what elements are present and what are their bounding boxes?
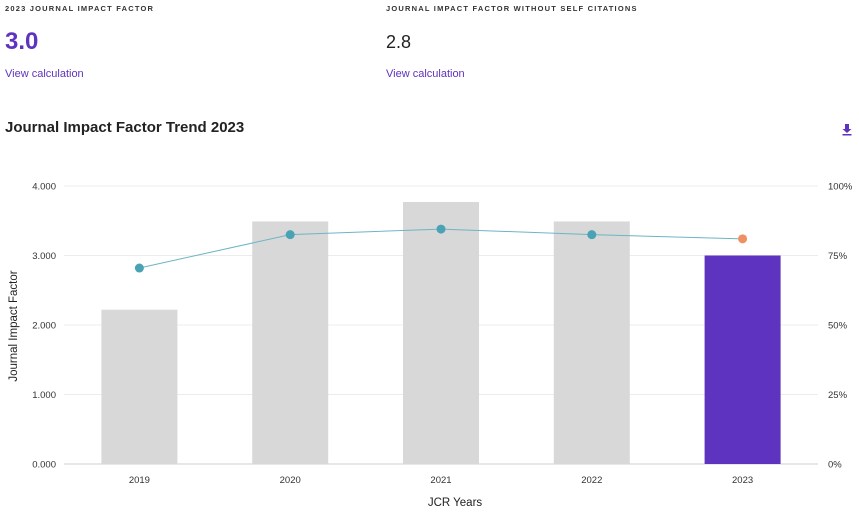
- view-calculation-link[interactable]: View calculation: [5, 68, 84, 80]
- y2-tick-label: 25%: [828, 390, 848, 401]
- x-tick-label: 2019: [129, 475, 150, 486]
- x-tick-label: 2021: [430, 475, 451, 486]
- metric-jif-without-self-label: JOURNAL IMPACT FACTOR WITHOUT SELF CITAT…: [386, 4, 638, 13]
- y-tick-label: 2.000: [32, 321, 56, 332]
- download-icon: [842, 124, 852, 136]
- y-tick-label: 3.000: [32, 251, 56, 262]
- view-calculation-link-2[interactable]: View calculation: [386, 68, 465, 80]
- y2-tick-label: 50%: [828, 321, 848, 332]
- trend-point-2020: [285, 230, 295, 240]
- x-tick-label: 2022: [581, 475, 602, 486]
- y-tick-label: 1.000: [32, 390, 56, 401]
- metric-jif-label: 2023 JOURNAL IMPACT FACTOR: [5, 4, 155, 13]
- trend-point-2023: [738, 234, 748, 244]
- y-tick-label: 4.000: [32, 182, 56, 193]
- y-axis-title: Journal Impact Factor: [8, 270, 20, 381]
- x-axis-title: JCR Years: [428, 497, 483, 509]
- metric-jif-value: 3.0: [5, 28, 39, 55]
- download-button[interactable]: [840, 122, 854, 136]
- trend-point-2021: [436, 224, 446, 234]
- trend-point-2022: [587, 230, 597, 240]
- bar-2023: [704, 255, 781, 464]
- x-tick-label: 2020: [280, 475, 301, 486]
- bar-2022: [553, 221, 630, 464]
- y-tick-label: 0.000: [32, 460, 56, 471]
- trend-point-2019: [134, 263, 144, 273]
- chart-title: Journal Impact Factor Trend 2023: [5, 119, 245, 136]
- metric-jif-without-self-value: 2.8: [386, 32, 412, 52]
- y2-tick-label: 100%: [828, 182, 853, 193]
- y2-tick-label: 75%: [828, 251, 848, 262]
- x-tick-label: 2023: [732, 475, 753, 486]
- bar-2020: [252, 221, 329, 464]
- bar-2021: [403, 201, 479, 465]
- y2-tick-label: 0%: [828, 460, 842, 471]
- bar-2019: [101, 309, 178, 464]
